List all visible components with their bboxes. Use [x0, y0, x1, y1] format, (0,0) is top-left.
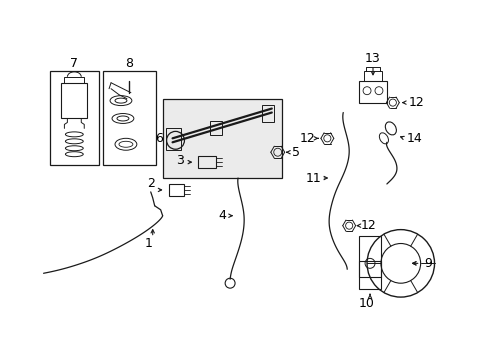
Text: 11: 11	[305, 171, 321, 185]
Text: 3: 3	[176, 154, 184, 167]
Bar	[358, 261, 380, 289]
Text: 5: 5	[291, 146, 299, 159]
Text: 6: 6	[154, 132, 163, 145]
Bar	[358, 235, 380, 277]
Text: 2: 2	[146, 177, 154, 190]
Bar	[64, 77, 84, 83]
Bar	[163, 99, 281, 178]
Bar	[364, 71, 381, 81]
Text: 14: 14	[406, 132, 422, 145]
Bar	[103, 71, 155, 165]
Text: 9: 9	[424, 257, 431, 270]
Bar	[168, 184, 184, 196]
Text: 1: 1	[144, 237, 152, 250]
Bar	[358, 81, 386, 103]
Text: 10: 10	[358, 297, 374, 310]
Text: 12: 12	[408, 96, 424, 109]
Text: 12: 12	[299, 132, 315, 145]
Bar	[210, 121, 222, 135]
Bar	[262, 105, 273, 122]
Text: 4: 4	[218, 209, 225, 222]
Bar	[198, 156, 216, 168]
Bar	[49, 71, 99, 165]
Text: 8: 8	[124, 57, 133, 71]
Bar	[165, 129, 181, 150]
Text: 13: 13	[365, 53, 380, 66]
Bar	[61, 83, 87, 118]
Text: 7: 7	[70, 57, 78, 71]
Text: 12: 12	[361, 219, 376, 232]
